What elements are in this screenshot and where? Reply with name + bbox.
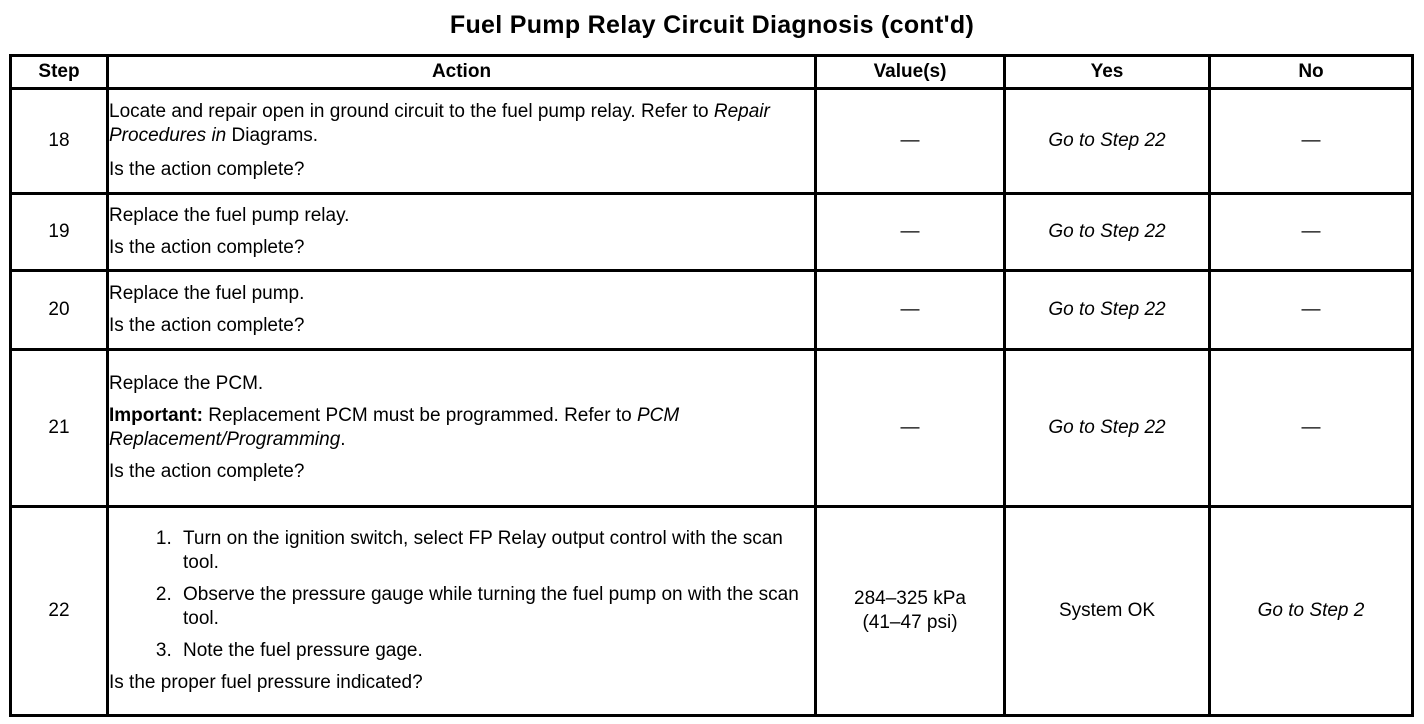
step-number: 21 (9, 348, 109, 509)
value-dash: — (900, 417, 920, 439)
table-row-step-19: 19 Replace the fuel pump relay. Is the a… (9, 191, 1414, 273)
table-row-step-18: 18 Locate and repair open in ground circ… (9, 87, 1414, 195)
page-title: Fuel Pump Relay Circuit Diagnosis (cont'… (449, 11, 975, 39)
value-cell: — (814, 348, 1006, 509)
substep-list: Turn on the ignition switch, select FP R… (109, 527, 814, 663)
column-header-yes: Yes (1003, 54, 1211, 90)
action-cell: Replace the fuel pump. Is the action com… (106, 269, 817, 352)
action-text: Locate and repair open in ground circuit… (109, 100, 814, 148)
no-result: — (1208, 269, 1414, 352)
important-label: Important: (109, 405, 203, 427)
substep-item: Observe the pressure gauge while turning… (177, 583, 814, 631)
column-header-values: Value(s) (814, 54, 1006, 90)
action-text-part: Diagrams. (226, 124, 319, 146)
table-row-step-20: 20 Replace the fuel pump. Is the action … (9, 269, 1414, 352)
action-question: Is the action complete? (109, 461, 305, 483)
column-header-step: Step (9, 54, 109, 90)
action-question: Is the action complete? (109, 158, 305, 180)
table-header-row: Step Action Value(s) Yes No (9, 54, 1414, 90)
value-cell: — (814, 269, 1006, 352)
yes-result: Go to Step 22 (1003, 87, 1211, 195)
yes-result: Go to Step 22 (1003, 269, 1211, 352)
value-dash: — (900, 221, 920, 243)
step-number: 18 (9, 87, 109, 195)
action-cell: Locate and repair open in ground circuit… (106, 87, 817, 195)
value-cell: — (814, 191, 1006, 273)
column-header-action: Action (106, 54, 817, 90)
value-pressure-psi: (41–47 psi) (862, 612, 958, 634)
action-question: Is the action complete? (109, 237, 305, 259)
no-result: — (1208, 348, 1414, 509)
value-dash: — (900, 129, 920, 151)
action-cell: Replace the PCM. Important: Replacement … (106, 348, 817, 509)
action-text: Replace the PCM. (109, 373, 264, 395)
value-pressure-kpa: 284–325 kPa (854, 588, 966, 610)
substep-item: Note the fuel pressure gage. (177, 639, 814, 663)
yes-result: Go to Step 22 (1003, 191, 1211, 273)
step-number: 19 (9, 191, 109, 273)
value-dash: — (900, 299, 920, 321)
value-cell: — (814, 87, 1006, 195)
substep-item: Turn on the ignition switch, select FP R… (177, 527, 814, 575)
action-text-part: Locate and repair open in ground circuit… (109, 100, 714, 122)
reference-link: Repair Procedures in (109, 100, 770, 146)
step-number: 22 (9, 505, 109, 717)
reference-link: PCM Replacement/Programming (109, 405, 680, 451)
value-cell: 284–325 kPa (41–47 psi) (814, 505, 1006, 717)
action-text: Replace the fuel pump relay. (109, 205, 350, 227)
action-cell: Replace the fuel pump relay. Is the acti… (106, 191, 817, 273)
no-result: — (1208, 191, 1414, 273)
action-cell: Turn on the ignition switch, select FP R… (106, 505, 817, 717)
table-row-step-22: 22 Turn on the ignition switch, select F… (9, 505, 1414, 717)
action-question: Is the action complete? (109, 315, 305, 337)
column-header-no: No (1208, 54, 1414, 90)
important-text-end: . (340, 429, 346, 451)
no-result: Go to Step 2 (1208, 505, 1414, 717)
step-number: 20 (9, 269, 109, 352)
action-text: Replace the fuel pump. (109, 283, 305, 305)
important-text: Replacement PCM must be programmed. Refe… (202, 405, 637, 427)
yes-result: System OK (1003, 505, 1211, 717)
yes-result: Go to Step 22 (1003, 348, 1211, 509)
diagnosis-table: Step Action Value(s) Yes No 18 Locate an… (9, 54, 1414, 717)
important-note: Important: Replacement PCM must be progr… (109, 404, 814, 452)
no-result: — (1208, 87, 1414, 195)
table-row-step-21: 21 Replace the PCM. Important: Replaceme… (9, 348, 1414, 509)
action-question: Is the proper fuel pressure indicated? (109, 672, 423, 694)
